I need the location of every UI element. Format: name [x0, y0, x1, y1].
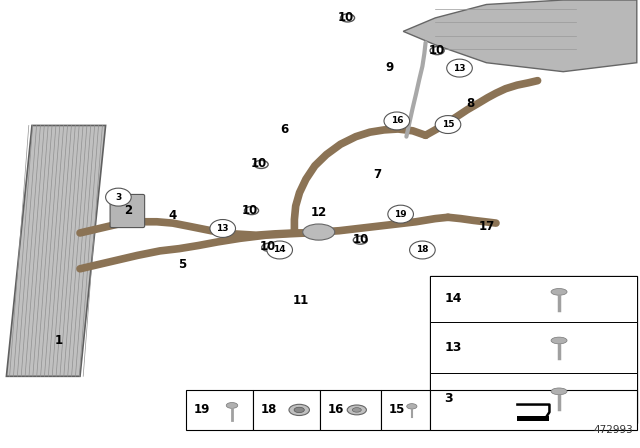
Ellipse shape — [407, 404, 417, 409]
Text: 10: 10 — [337, 10, 354, 24]
Text: 17: 17 — [478, 220, 495, 233]
Ellipse shape — [289, 404, 310, 416]
Text: 13: 13 — [216, 224, 229, 233]
Ellipse shape — [244, 207, 259, 215]
Ellipse shape — [551, 388, 567, 395]
Text: 3: 3 — [444, 392, 452, 405]
Ellipse shape — [227, 402, 238, 409]
Bar — [430, 276, 637, 423]
Text: 3: 3 — [115, 193, 122, 202]
Text: 4: 4 — [169, 208, 177, 222]
Circle shape — [267, 241, 292, 259]
Circle shape — [388, 205, 413, 223]
Text: 9: 9 — [385, 60, 393, 74]
Ellipse shape — [430, 47, 444, 55]
Text: 8: 8 — [467, 96, 474, 110]
Text: 12: 12 — [310, 206, 327, 220]
Text: 19: 19 — [193, 403, 210, 417]
Polygon shape — [6, 125, 106, 376]
Ellipse shape — [303, 224, 335, 240]
Ellipse shape — [347, 405, 367, 415]
Text: 18: 18 — [260, 403, 277, 417]
Circle shape — [435, 116, 461, 134]
Text: 16: 16 — [328, 403, 344, 417]
Bar — [381, 390, 430, 430]
Text: 16: 16 — [390, 116, 403, 125]
Bar — [430, 322, 637, 373]
Ellipse shape — [551, 337, 567, 344]
Text: 1: 1 — [55, 334, 63, 347]
Ellipse shape — [551, 289, 567, 295]
Text: 18: 18 — [416, 246, 429, 254]
Circle shape — [106, 188, 131, 206]
Text: 14: 14 — [273, 246, 286, 254]
Text: 15: 15 — [388, 403, 405, 417]
Text: 5: 5 — [179, 258, 186, 271]
Text: 14: 14 — [444, 292, 461, 305]
Text: 7: 7 — [374, 168, 381, 181]
FancyBboxPatch shape — [110, 194, 145, 228]
Bar — [430, 390, 637, 430]
Ellipse shape — [262, 243, 276, 251]
Ellipse shape — [254, 160, 268, 168]
Bar — [253, 390, 320, 430]
Polygon shape — [403, 0, 637, 72]
Text: 2: 2 — [124, 204, 132, 217]
Ellipse shape — [352, 408, 362, 412]
Ellipse shape — [294, 407, 305, 413]
Ellipse shape — [353, 236, 367, 244]
Text: 10: 10 — [251, 157, 268, 170]
Text: 10: 10 — [428, 44, 445, 57]
Text: 15: 15 — [442, 120, 454, 129]
Bar — [320, 390, 381, 430]
Text: 472993: 472993 — [594, 426, 634, 435]
Ellipse shape — [340, 14, 355, 22]
Bar — [518, 416, 550, 421]
Circle shape — [384, 112, 410, 130]
Text: 10: 10 — [352, 233, 369, 246]
Text: 6: 6 — [281, 123, 289, 137]
Text: 10: 10 — [241, 204, 258, 217]
Circle shape — [210, 220, 236, 237]
Text: 13: 13 — [444, 340, 461, 354]
Text: 13: 13 — [453, 64, 466, 73]
Text: 10: 10 — [259, 240, 276, 253]
Bar — [430, 276, 637, 322]
Circle shape — [410, 241, 435, 259]
Text: 11: 11 — [292, 293, 309, 307]
Text: 19: 19 — [394, 210, 407, 219]
Bar — [186, 390, 253, 430]
Circle shape — [447, 59, 472, 77]
Bar — [430, 373, 637, 423]
